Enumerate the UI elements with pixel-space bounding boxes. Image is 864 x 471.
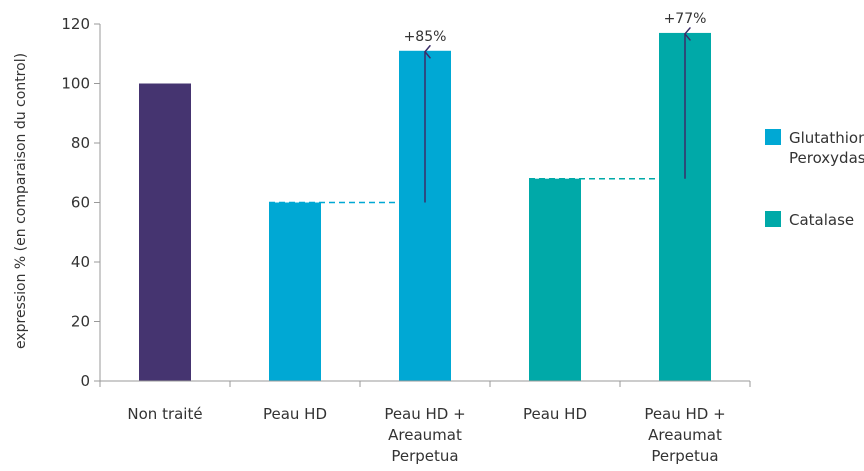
x-category-label: Areaumat xyxy=(388,426,462,444)
y-tick-label: 120 xyxy=(61,15,90,33)
legend-swatch xyxy=(765,129,781,145)
bar xyxy=(269,202,321,381)
x-category-label: Perpetua xyxy=(651,447,718,465)
y-tick-label: 40 xyxy=(71,253,90,271)
legend-label: Peroxydase xyxy=(789,149,864,167)
y-tick-label: 20 xyxy=(71,313,90,331)
bar xyxy=(139,83,191,381)
x-category-label: Non traité xyxy=(127,405,202,423)
legend-label: Glutathion xyxy=(789,129,864,147)
x-axis: Non traité Peau HD Peau HD + Areaumat Perpet… xyxy=(99,380,751,465)
y-axis: 0 20 40 60 80 100 120 xyxy=(61,15,101,390)
legend: Glutathion Peroxydase Catalase xyxy=(765,129,864,229)
x-category-label: Peau HD + xyxy=(644,405,725,423)
x-category-label: Areaumat xyxy=(648,426,722,444)
x-category-label: Peau HD + xyxy=(384,405,465,423)
increase-label: +77% xyxy=(664,11,707,27)
bars-group xyxy=(139,32,711,382)
increase-label: +85% xyxy=(404,29,447,45)
y-tick-label: 100 xyxy=(61,75,90,93)
bar xyxy=(529,178,581,381)
y-tick-label: 60 xyxy=(71,194,90,212)
legend-swatch xyxy=(765,211,781,227)
annotations-group: +85% +77% xyxy=(269,11,711,204)
legend-label: Catalase xyxy=(789,211,854,229)
y-tick-label: 80 xyxy=(71,134,90,152)
x-category-label: Perpetua xyxy=(391,447,458,465)
y-axis-title: expression % (en comparaison du control) xyxy=(13,53,29,349)
y-tick-label: 0 xyxy=(80,372,90,390)
x-category-label: Peau HD xyxy=(263,405,327,423)
x-category-label: Peau HD xyxy=(523,405,587,423)
